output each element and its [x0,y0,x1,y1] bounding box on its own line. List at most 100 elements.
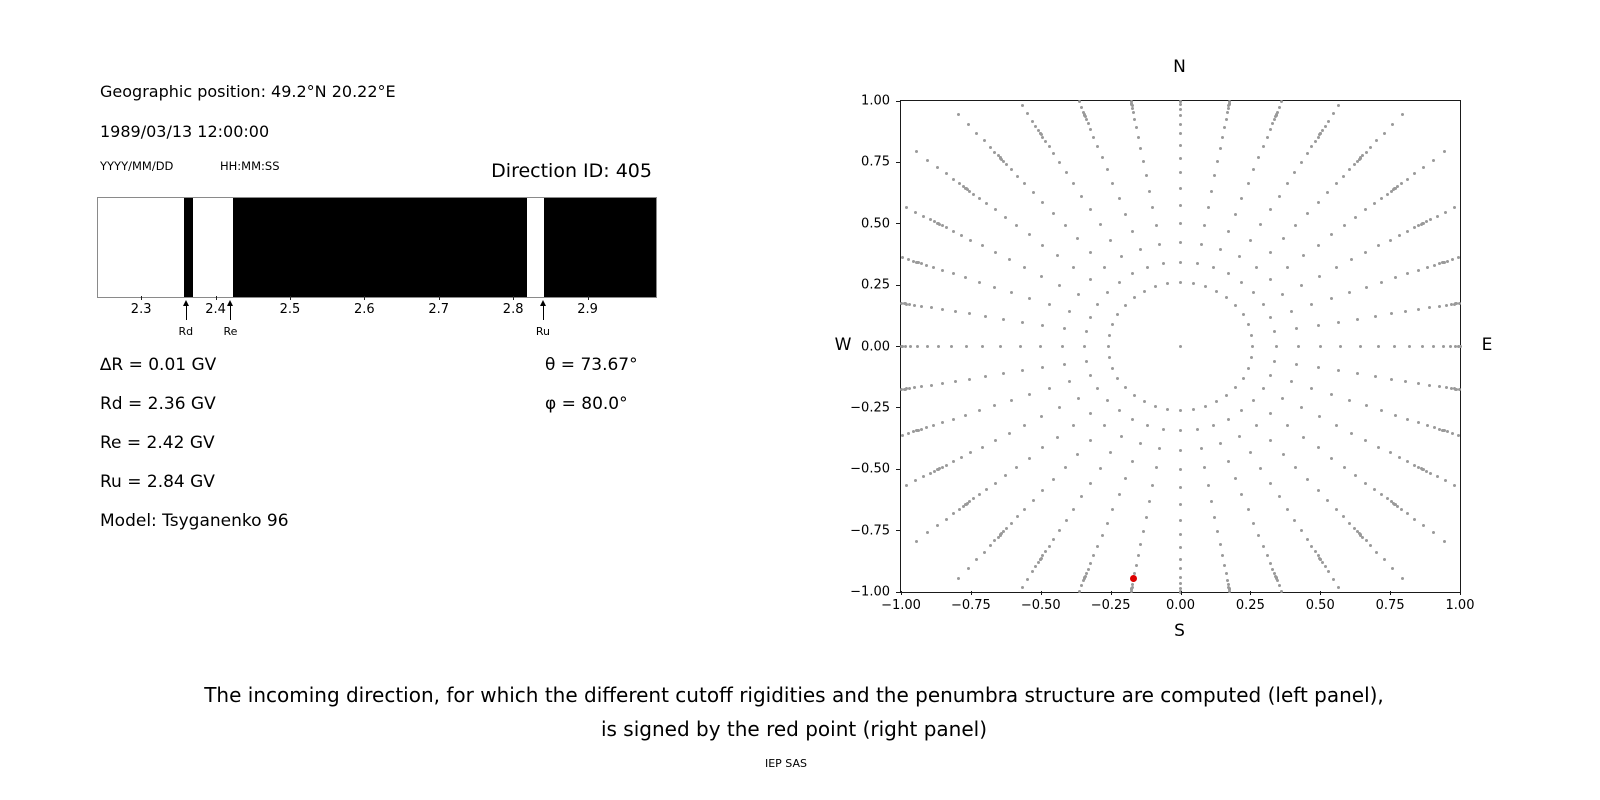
tick-mark [513,296,515,300]
direction-dot [1393,345,1397,348]
direction-dot [951,460,955,464]
direction-dot [1179,428,1182,432]
ru-text: Ru = 2.84 GV [100,472,215,492]
direction-dot [1030,119,1034,123]
direction-dot [1191,282,1195,286]
direction-dot [1320,560,1324,564]
direction-dot [1179,582,1182,586]
direction-dot [1038,558,1042,562]
direction-dot [933,220,937,224]
direction-dot [1021,369,1025,373]
cutoff-arrow-re [227,300,234,320]
direction-dot [1280,100,1284,104]
direction-dot [1023,182,1027,186]
direction-dot [1018,345,1022,348]
direction-dot [1179,567,1182,571]
direction-dot [1203,224,1207,228]
direction-dot [928,218,932,222]
direction-dot [1064,170,1068,174]
tick-label: 2.5 [279,302,301,317]
direction-dot [1330,233,1334,237]
direction-dot [1089,561,1093,565]
direction-dot [957,112,961,116]
direction-dot [953,379,957,383]
direction-dot [1404,379,1408,383]
direction-dot [1286,266,1290,270]
direction-dot [1166,282,1170,286]
direction-dot [1026,112,1030,116]
direction-dot [1084,359,1088,363]
tick-mark [1040,591,1042,595]
direction-dot [940,224,944,228]
direction-dot [909,345,913,348]
direction-dot [1086,122,1090,126]
direction-dot [1281,396,1285,400]
direction-dot [1326,190,1330,194]
datetime-text: 1989/03/13 12:00:00 [100,122,270,141]
direction-dot [982,550,986,554]
direction-dot [1117,280,1121,284]
direction-dot [1269,278,1273,282]
direction-dot [1221,554,1225,558]
direction-dot [1310,386,1314,390]
direction-dot [1240,493,1244,497]
direction-dot [1289,309,1293,313]
direction-dot [968,377,972,381]
direction-dot [1323,125,1327,129]
direction-dot [932,423,936,427]
direction-dot [977,493,981,497]
direction-dot [1443,479,1447,483]
direction-dot [951,177,955,181]
direction-dot [1037,560,1041,564]
direction-dot [1385,497,1389,501]
direction-dot [999,345,1003,348]
direction-dot [1317,274,1321,278]
direction-dot [1388,238,1392,242]
direction-dot [1088,278,1092,282]
tick-label: 1.00 [1445,598,1475,613]
direction-dot [1252,398,1256,402]
direction-dot [1166,407,1170,411]
direction-dot [953,310,957,314]
direction-dot [1068,380,1071,384]
direction-dot [1028,393,1032,397]
tick-label: 0.50 [1305,598,1335,613]
direction-dot [1233,477,1237,481]
direction-dot [940,421,944,425]
direction-dot [915,260,919,264]
direction-dot [1458,388,1462,392]
tick-label: −0.50 [1020,598,1061,613]
direction-dot [1038,131,1042,135]
direction-dot [1105,398,1109,402]
direction-dot [1023,507,1027,511]
direction-dot [1219,442,1223,446]
compass-west-label: W [834,335,852,355]
direction-dot [993,250,997,254]
direction-dot [1111,323,1115,327]
direction-dot [1407,345,1411,348]
direction-dot [1417,268,1421,272]
direction-dot [1089,439,1093,443]
direction-dot [900,434,904,438]
direction-dot [1240,280,1244,284]
direction-dot [899,388,903,392]
penumbra-markers: Rd Re Ru [98,297,654,349]
direction-dot [1179,586,1182,590]
direction-dot [1305,152,1309,156]
direction-dot [1268,439,1272,443]
direction-dot [1341,174,1345,178]
direction-dot [1014,465,1018,469]
tick-mark [438,296,440,300]
direction-dot [1406,460,1410,464]
direction-dot [988,145,992,149]
direction-dot [1400,181,1404,185]
date-format-label: YYYY/MM/DD [100,159,174,173]
direction-dot [1329,296,1333,300]
direction-dot [1131,229,1135,233]
direction-dot [945,226,949,230]
direction-dot [1359,156,1363,160]
direction-dot [1071,423,1075,427]
direction-dot [1226,460,1230,464]
direction-dot [920,304,924,308]
